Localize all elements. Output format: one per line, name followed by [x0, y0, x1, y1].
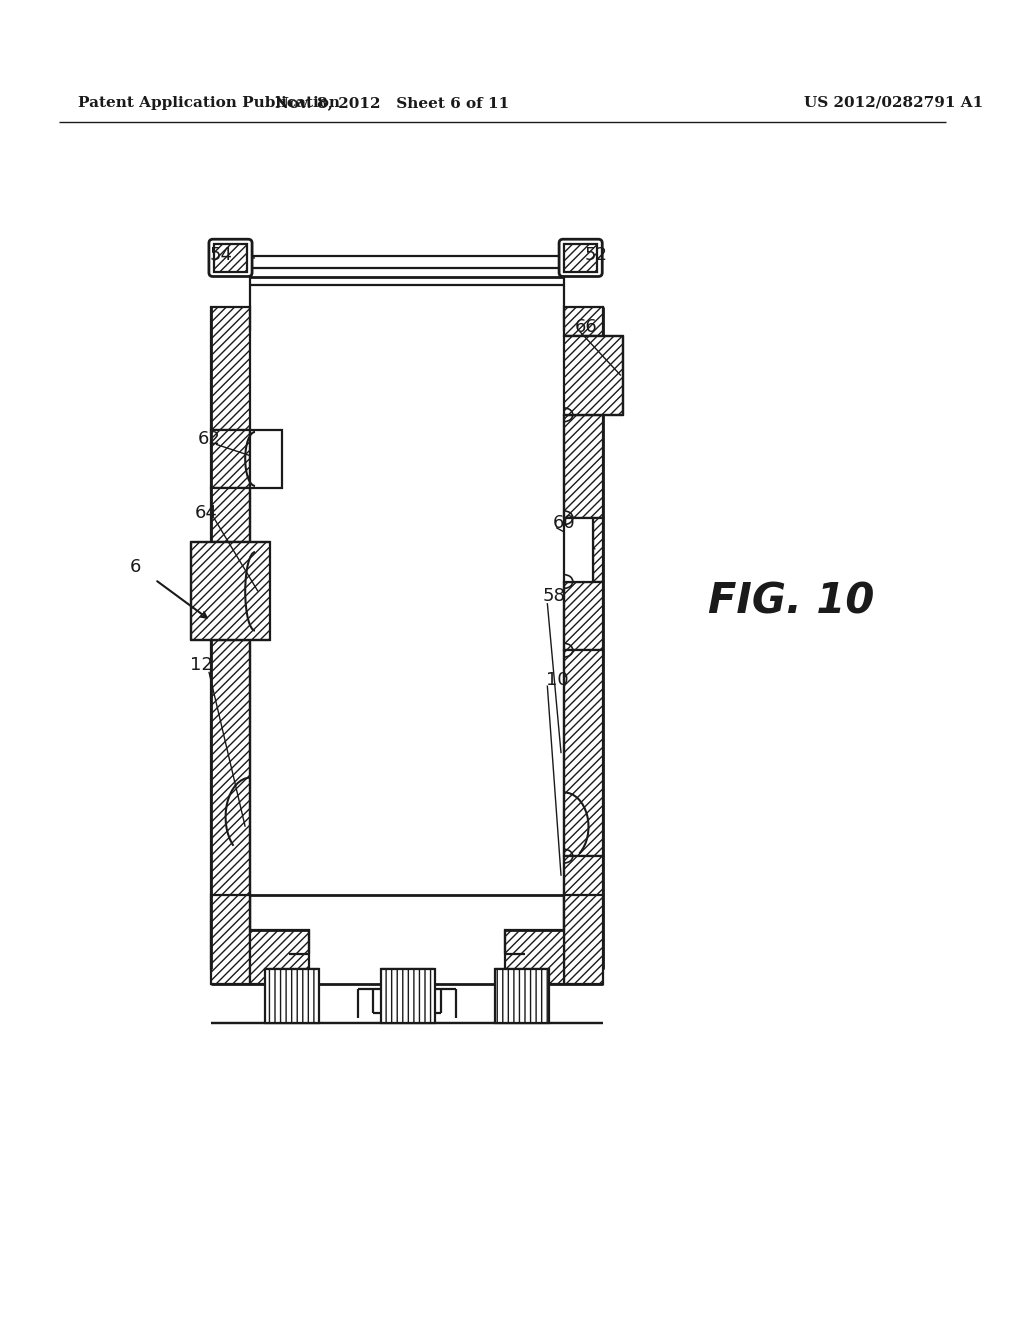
Text: US 2012/0282791 A1: US 2012/0282791 A1 [804, 96, 983, 110]
Bar [564, 517, 594, 582]
Bar [250, 429, 282, 488]
Text: FIG. 10: FIG. 10 [709, 581, 874, 622]
Text: Nov. 8, 2012   Sheet 6 of 11: Nov. 8, 2012 Sheet 6 of 11 [275, 96, 510, 110]
Bar [564, 306, 603, 337]
Text: 10: 10 [546, 671, 568, 689]
Bar [265, 969, 318, 1023]
Text: 12: 12 [189, 656, 213, 675]
Bar [496, 969, 549, 1023]
Text: 64: 64 [195, 504, 217, 521]
Bar [564, 337, 623, 414]
Bar [211, 895, 250, 983]
Bar [564, 857, 603, 969]
Text: 6: 6 [130, 558, 141, 576]
Bar [594, 517, 603, 582]
Bar [191, 543, 269, 640]
Text: 54: 54 [209, 246, 232, 264]
Bar [564, 895, 603, 983]
FancyBboxPatch shape [209, 239, 252, 276]
Bar [564, 582, 603, 651]
Bar [211, 429, 250, 488]
Bar [564, 651, 603, 857]
Text: 66: 66 [575, 318, 598, 335]
Text: 58: 58 [543, 587, 565, 606]
FancyBboxPatch shape [559, 239, 602, 276]
Text: 62: 62 [198, 430, 220, 449]
Bar [564, 414, 603, 517]
Bar [505, 929, 564, 983]
Text: Patent Application Publication: Patent Application Publication [79, 96, 340, 110]
Bar [564, 244, 597, 272]
Text: 60: 60 [553, 513, 575, 532]
Bar [250, 929, 309, 983]
Bar [211, 640, 250, 969]
Bar [211, 306, 250, 429]
Bar [381, 969, 434, 1023]
Text: 52: 52 [585, 246, 608, 264]
Bar [211, 488, 250, 543]
Bar [214, 244, 247, 272]
